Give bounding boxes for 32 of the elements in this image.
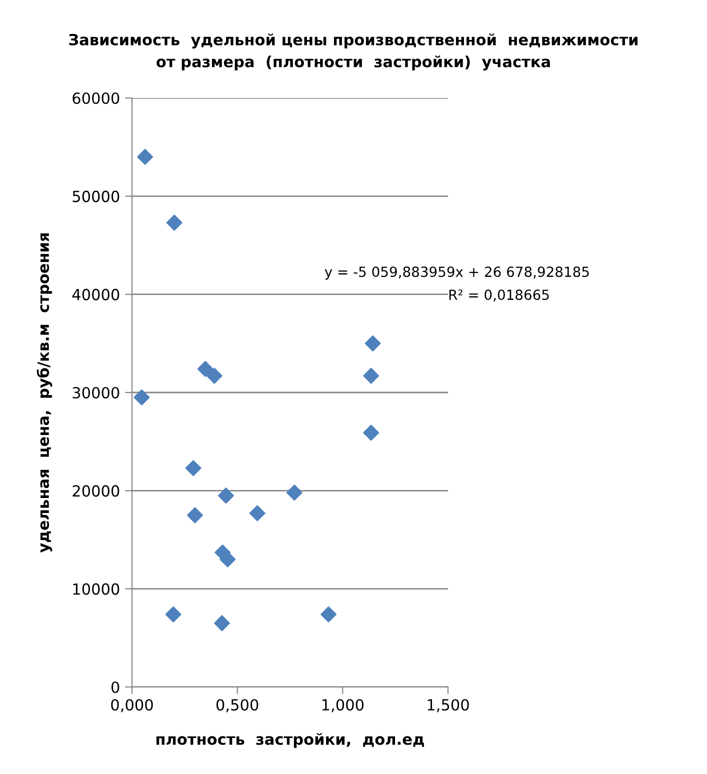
point <box>166 214 182 231</box>
y-tick-label: 30000 <box>72 386 120 399</box>
x-tick-label: 0,500 <box>216 699 258 712</box>
x-tick-label: 1,500 <box>428 699 469 712</box>
point <box>134 389 150 406</box>
y-tick-label: 0 <box>111 681 120 694</box>
point <box>206 368 222 384</box>
y-axis-title: удельная цена, руб/кв.м строения <box>36 233 52 553</box>
point <box>165 606 182 622</box>
point <box>363 368 380 384</box>
y-tick-label: 50000 <box>72 190 120 202</box>
y-tick-label: 60000 <box>72 92 120 104</box>
point <box>187 507 203 524</box>
point <box>137 148 154 165</box>
x-tick-label: 1,000 <box>322 699 364 712</box>
x-axis-title: плотность застройки, дол.ед <box>156 733 424 748</box>
annotation: y = -5 059,883959x + 26 678,928185 <box>324 266 589 280</box>
y-tick-label: 20000 <box>72 485 120 497</box>
text: R² = 0,018665 <box>449 290 549 302</box>
y-tick-label: 10000 <box>73 583 120 595</box>
point <box>214 615 230 632</box>
point <box>364 335 381 352</box>
point <box>363 424 380 441</box>
point <box>218 488 234 504</box>
y-tick-label: 40000 <box>72 288 120 300</box>
chart-title: Зависимость удельной цены производственной недвижимости от размера (плотности застройки) участка <box>69 34 638 70</box>
point <box>320 606 337 622</box>
point <box>286 484 302 501</box>
point <box>249 505 266 522</box>
point <box>185 460 202 476</box>
point <box>197 360 214 377</box>
x-tick-label: 0,000 <box>111 699 153 712</box>
